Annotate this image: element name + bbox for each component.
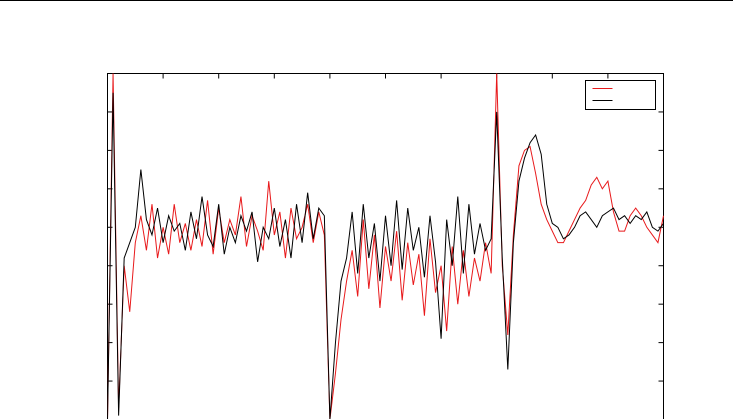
series-line [107,73,664,419]
plot-frame [107,73,664,419]
legend-box [585,80,656,110]
series-line [107,92,664,419]
